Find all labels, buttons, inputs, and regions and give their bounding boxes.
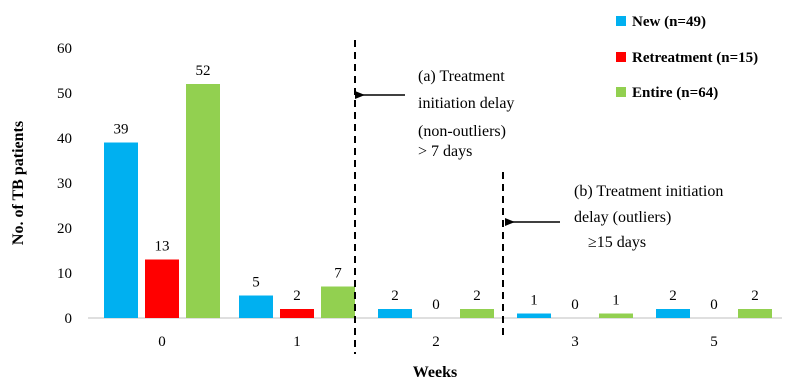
data-label: 0 xyxy=(710,297,718,313)
data-label: 52 xyxy=(196,63,211,79)
x-tick-label: 2 xyxy=(432,334,440,350)
x-tick-label: 5 xyxy=(710,334,718,350)
legend-swatch xyxy=(616,87,626,97)
bar xyxy=(280,309,314,318)
data-label: 1 xyxy=(530,293,538,309)
data-label: 39 xyxy=(114,122,129,138)
y-tick-label: 30 xyxy=(57,176,72,192)
data-label: 2 xyxy=(391,288,399,304)
annotation-b-line: ≥15 days xyxy=(588,234,646,251)
data-label: 13 xyxy=(155,239,170,255)
y-tick-label: 0 xyxy=(65,311,73,327)
annotation-b-line: (b) Treatment initiation xyxy=(574,183,723,200)
data-label: 2 xyxy=(473,288,481,304)
bar xyxy=(145,259,179,318)
reference-lines-group xyxy=(354,40,504,354)
bar xyxy=(321,286,355,318)
annotation-a-line: initiation delay xyxy=(418,95,514,112)
x-tick-label: 0 xyxy=(158,334,166,350)
y-tick-label: 60 xyxy=(57,41,72,57)
x-tick-label: 3 xyxy=(571,334,579,350)
x-tick-label: 1 xyxy=(293,334,301,350)
x-axis-title: Weeks xyxy=(413,364,457,381)
bars-group xyxy=(104,84,772,318)
data-label: 2 xyxy=(669,288,677,304)
data-label: 0 xyxy=(432,297,440,313)
y-tick-label: 50 xyxy=(57,86,72,102)
data-label: 2 xyxy=(751,288,759,304)
bar xyxy=(104,142,138,318)
bar xyxy=(378,309,412,318)
bar xyxy=(517,313,551,318)
annotations-group: (a) Treatment initiation delay (non-outlie… xyxy=(355,68,723,251)
bar xyxy=(738,309,772,318)
bar xyxy=(186,84,220,318)
data-label: 1 xyxy=(612,293,620,309)
y-tick-label: 20 xyxy=(57,221,72,237)
bar xyxy=(656,309,690,318)
data-label: 0 xyxy=(571,297,579,313)
data-label: 2 xyxy=(293,288,301,304)
annotation-a-line: (non-outliers) xyxy=(418,123,506,140)
legend-label: New (n=49) xyxy=(632,14,706,30)
annotation-b-line: delay (outliers) xyxy=(574,209,671,226)
bar xyxy=(599,313,633,318)
annotation-a-line: (a) Treatment xyxy=(418,68,505,85)
y-axis-title: No. of TB patients xyxy=(10,121,27,245)
legend-label: Entire (n=64) xyxy=(632,85,718,101)
y-tick-label: 10 xyxy=(57,266,72,282)
bar xyxy=(239,295,273,318)
annotation-a-line: > 7 days xyxy=(418,143,472,160)
data-label: 7 xyxy=(334,266,342,282)
bar xyxy=(460,309,494,318)
legend-swatch xyxy=(616,16,626,26)
data-label: 5 xyxy=(252,275,260,291)
legend-label: Retreatment (n=15) xyxy=(632,50,758,66)
legend-swatch xyxy=(616,52,626,62)
y-tick-label: 40 xyxy=(57,131,72,147)
legend: New (n=49) Retreatment (n=15) Entire (n=64… xyxy=(616,14,758,101)
